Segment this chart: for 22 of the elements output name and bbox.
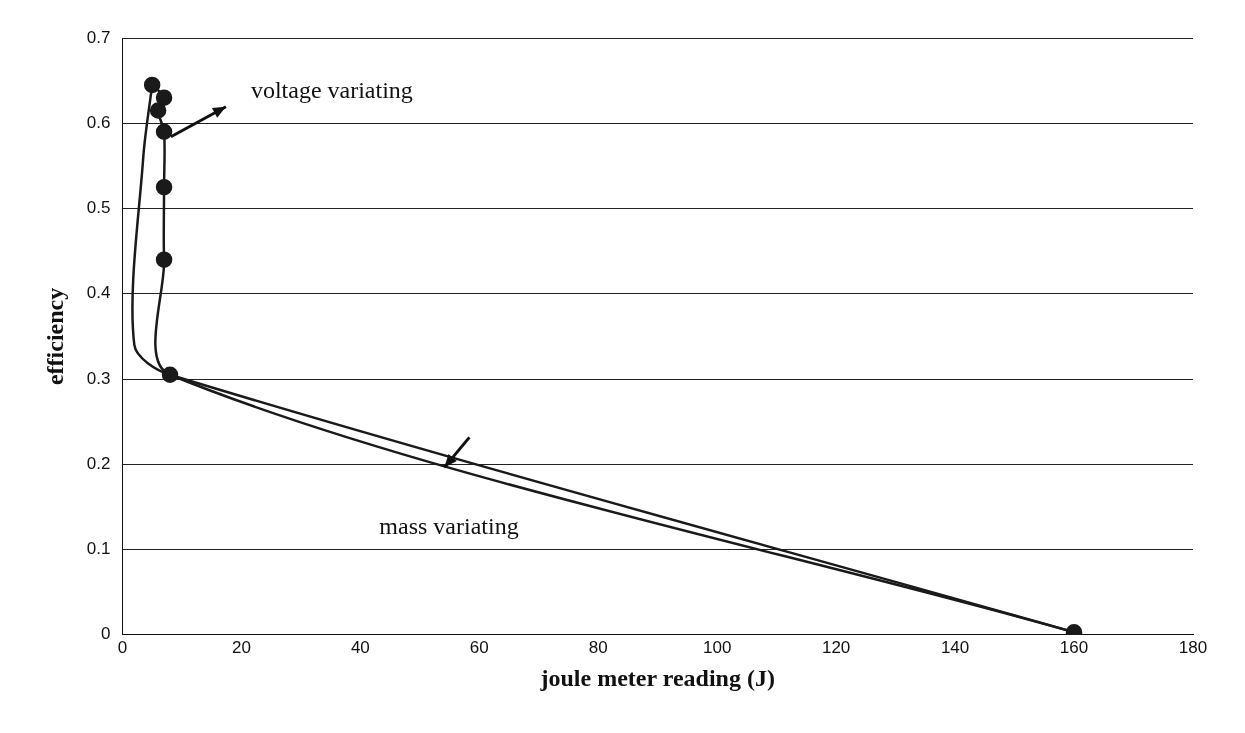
annotation: voltage variating <box>250 77 413 104</box>
y-axis-title: efficiency <box>41 287 68 386</box>
y-tick-label: 0.1 <box>86 539 111 559</box>
x-tick-label: 20 <box>231 637 251 657</box>
x-tick-label: 180 <box>1178 637 1208 657</box>
x-tick-label: 160 <box>1059 637 1089 657</box>
x-tick-label: 60 <box>469 637 489 657</box>
y-tick-label: 0.7 <box>86 27 111 47</box>
y-tick-label: 0.2 <box>86 453 111 473</box>
y-tick-label: 0.5 <box>86 198 111 218</box>
annotation: mass variating <box>379 512 519 539</box>
x-tick-label: 40 <box>350 637 370 657</box>
x-tick-label: 80 <box>588 637 608 657</box>
x-tick-label: 120 <box>821 637 851 657</box>
x-tick-label: 100 <box>703 637 732 657</box>
y-tick-label: 0.6 <box>86 112 111 132</box>
x-tick-label: 140 <box>940 637 970 657</box>
x-tick-label: 0 <box>117 637 128 657</box>
y-tick-label: 0 <box>100 624 111 644</box>
y-tick-label: 0.4 <box>86 283 111 303</box>
x-axis-title: joule meter reading (J) <box>539 664 775 691</box>
y-tick-label: 0.3 <box>86 368 111 388</box>
